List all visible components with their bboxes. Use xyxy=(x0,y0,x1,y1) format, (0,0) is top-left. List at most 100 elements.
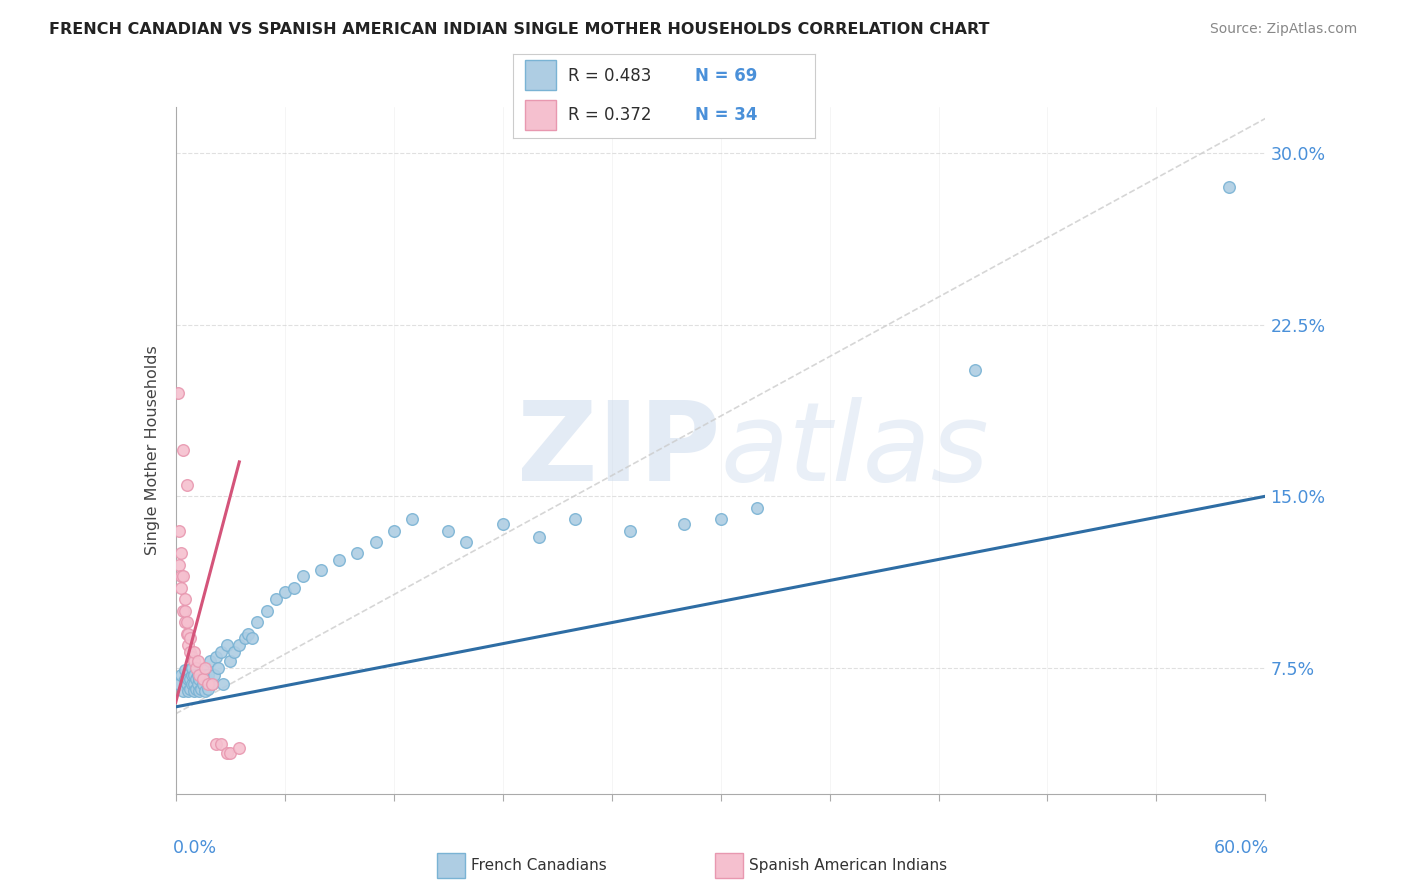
Point xyxy=(176,677,198,691)
Text: FRENCH CANADIAN VS SPANISH AMERICAN INDIAN SINGLE MOTHER HOUSEHOLDS CORRELATION : FRENCH CANADIAN VS SPANISH AMERICAN INDI… xyxy=(49,22,990,37)
Point xyxy=(173,604,195,618)
Point xyxy=(191,677,214,691)
Point xyxy=(215,638,238,652)
Point xyxy=(186,654,209,668)
Point xyxy=(207,661,229,675)
Text: Spanish American Indians: Spanish American Indians xyxy=(749,858,948,872)
Point xyxy=(176,626,198,640)
Point xyxy=(246,615,269,630)
FancyBboxPatch shape xyxy=(526,61,555,90)
Point xyxy=(173,663,195,677)
Point xyxy=(173,592,195,607)
Point xyxy=(183,654,205,668)
Point xyxy=(188,668,211,682)
Text: Source: ZipAtlas.com: Source: ZipAtlas.com xyxy=(1209,22,1357,37)
Point xyxy=(963,363,986,377)
Point xyxy=(291,569,314,583)
Point xyxy=(209,737,232,751)
Point xyxy=(177,638,200,652)
Point xyxy=(197,677,219,691)
Point xyxy=(179,631,201,645)
Point xyxy=(710,512,733,526)
Point xyxy=(219,746,242,760)
Point xyxy=(183,668,205,682)
Y-axis label: Single Mother Households: Single Mother Households xyxy=(145,345,160,556)
Point xyxy=(183,683,205,698)
Point xyxy=(177,626,200,640)
Point xyxy=(492,516,515,531)
Point xyxy=(184,681,207,696)
Point xyxy=(346,546,368,561)
Point xyxy=(177,683,200,698)
FancyBboxPatch shape xyxy=(526,100,555,130)
Point xyxy=(169,677,191,691)
Point xyxy=(176,668,198,682)
Point xyxy=(188,673,211,687)
Point xyxy=(219,654,242,668)
Point xyxy=(200,654,222,668)
Point xyxy=(181,677,204,691)
Point xyxy=(172,683,194,698)
Text: atlas: atlas xyxy=(721,397,990,504)
Point xyxy=(233,631,256,645)
Point xyxy=(170,546,193,561)
Point xyxy=(181,649,204,664)
Point xyxy=(170,581,193,595)
Point xyxy=(364,535,387,549)
Point xyxy=(201,677,224,691)
Point xyxy=(197,668,219,682)
Point xyxy=(176,478,198,492)
Point xyxy=(222,645,245,659)
Point xyxy=(283,581,305,595)
Point xyxy=(190,681,212,696)
FancyBboxPatch shape xyxy=(716,853,744,878)
Point xyxy=(209,645,232,659)
Point xyxy=(202,668,225,682)
Point xyxy=(201,677,224,691)
Point xyxy=(191,673,214,687)
FancyBboxPatch shape xyxy=(437,853,465,878)
Point xyxy=(228,741,250,756)
Point xyxy=(169,558,191,572)
Point xyxy=(179,673,201,687)
Point xyxy=(181,668,204,682)
Text: N = 34: N = 34 xyxy=(695,106,756,124)
Point xyxy=(256,604,278,618)
Point xyxy=(309,562,332,576)
Point xyxy=(204,737,226,751)
Point xyxy=(238,626,260,640)
Text: R = 0.372: R = 0.372 xyxy=(568,106,651,124)
Point xyxy=(745,500,768,515)
Point xyxy=(401,512,423,526)
Point xyxy=(181,661,204,675)
Point xyxy=(173,673,195,687)
Point xyxy=(172,604,194,618)
Point xyxy=(172,569,194,583)
Point xyxy=(173,615,195,630)
Point xyxy=(456,535,478,549)
Point xyxy=(170,668,193,682)
Point xyxy=(204,649,226,664)
Point xyxy=(264,592,287,607)
Point xyxy=(176,615,198,630)
Point xyxy=(673,516,696,531)
Point xyxy=(186,668,209,682)
Point xyxy=(1218,180,1240,194)
Point xyxy=(186,677,209,691)
Point xyxy=(169,524,191,538)
Text: N = 69: N = 69 xyxy=(695,67,756,85)
Point xyxy=(228,638,250,652)
Point xyxy=(194,683,217,698)
Point xyxy=(179,681,201,696)
Point xyxy=(177,673,200,687)
Point xyxy=(191,663,214,677)
Text: French Canadians: French Canadians xyxy=(471,858,607,872)
Point xyxy=(166,386,188,401)
Point xyxy=(215,746,238,760)
Point xyxy=(172,443,194,458)
Point xyxy=(274,585,297,599)
Point xyxy=(190,668,212,682)
Point xyxy=(183,645,205,659)
Text: R = 0.483: R = 0.483 xyxy=(568,67,651,85)
Point xyxy=(437,524,460,538)
